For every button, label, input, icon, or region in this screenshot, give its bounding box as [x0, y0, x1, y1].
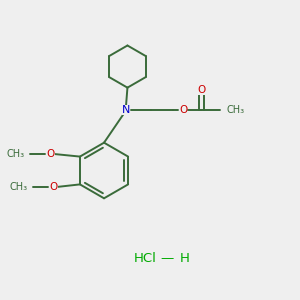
Text: O: O	[46, 149, 55, 159]
Text: —: —	[160, 252, 174, 265]
Text: CH₃: CH₃	[9, 182, 27, 192]
Text: N: N	[122, 106, 130, 116]
Text: O: O	[50, 182, 58, 192]
Text: HCl: HCl	[134, 252, 156, 265]
Text: O: O	[197, 85, 205, 95]
Text: H: H	[180, 252, 190, 265]
Text: CH₃: CH₃	[226, 106, 244, 116]
Text: O: O	[179, 106, 187, 116]
Text: CH₃: CH₃	[6, 149, 24, 159]
